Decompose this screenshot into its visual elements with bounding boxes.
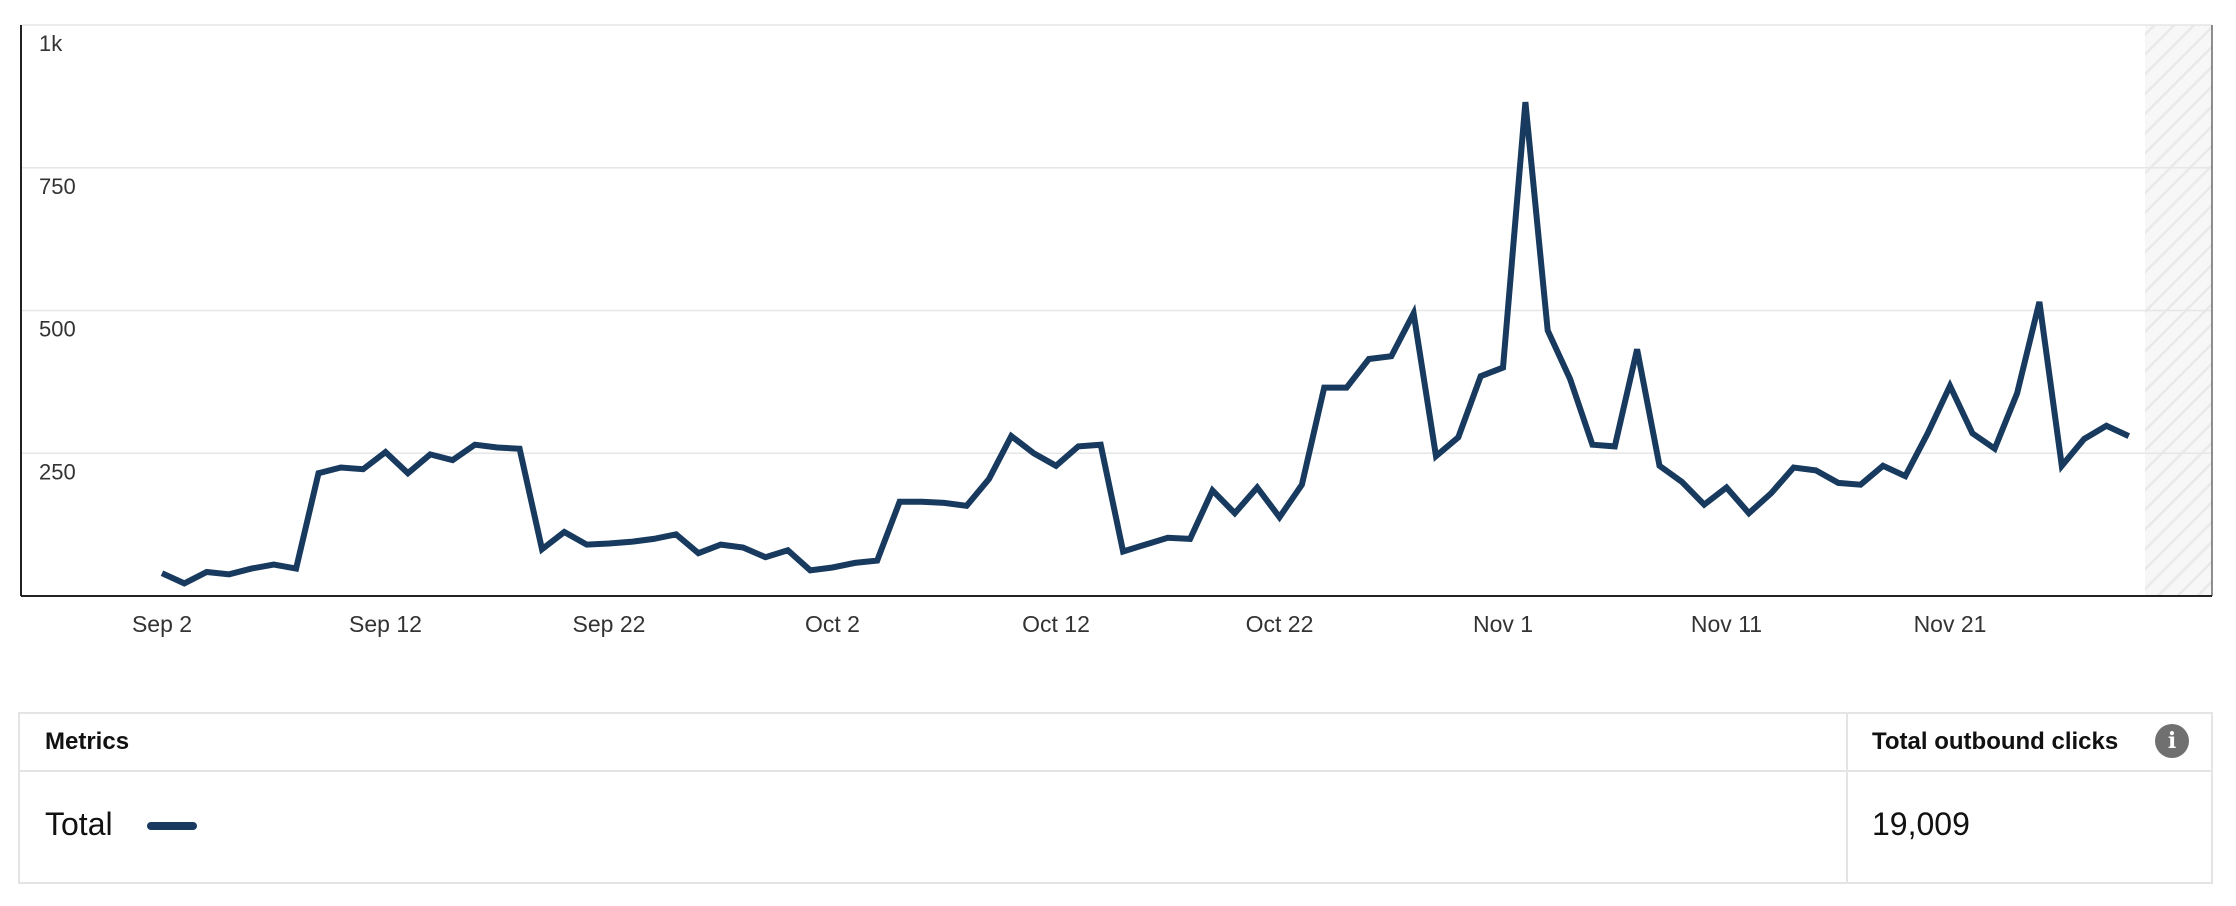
x-tick-label: Sep 22 xyxy=(573,611,646,637)
legend-swatch-total xyxy=(147,822,197,830)
total-row-label: Total xyxy=(45,806,113,842)
y-tick-label: 1k xyxy=(39,31,63,56)
x-axis-tick-labels: Sep 2 Sep 12 Sep 22 Oct 2 Oct 12 Oct 22 Nov 1 N… xyxy=(132,611,1986,637)
x-tick-label: Oct 12 xyxy=(1022,611,1090,637)
table-row: Total 19,009 xyxy=(20,770,2211,882)
line-chart: 250 500 750 1k Sep 2 Sep 12 Sep 22 Oct 2 Oct 12… xyxy=(20,24,2213,637)
y-tick-label: 750 xyxy=(39,174,76,199)
x-tick-label: Nov 21 xyxy=(1914,611,1987,637)
y-tick-label: 500 xyxy=(39,317,76,342)
metrics-table-header: Metrics Total outbound clicks i xyxy=(20,714,2211,772)
x-tick-label: Sep 12 xyxy=(349,611,422,637)
total-outbound-clicks-column-header: Total outbound clicks xyxy=(1872,728,2119,755)
x-tick-label: Oct 22 xyxy=(1246,611,1314,637)
y-axis-tick-labels: 250 500 750 1k xyxy=(39,31,76,484)
metrics-table: Metrics Total outbound clicks i Total 19… xyxy=(18,712,2213,884)
y-tick-label: 250 xyxy=(39,459,76,484)
grid-lines xyxy=(21,24,2212,454)
x-tick-label: Oct 2 xyxy=(805,611,860,637)
x-tick-label: Nov 11 xyxy=(1691,611,1762,637)
total-outbound-clicks-value: 19,009 xyxy=(1872,806,1970,842)
info-icon[interactable]: i xyxy=(2155,724,2189,758)
series-line-total xyxy=(160,101,2131,587)
x-tick-label: Sep 2 xyxy=(132,611,192,637)
x-tick-label: Nov 1 xyxy=(1473,611,1533,637)
column-divider xyxy=(1846,714,1848,882)
metrics-column-header: Metrics xyxy=(45,728,130,755)
